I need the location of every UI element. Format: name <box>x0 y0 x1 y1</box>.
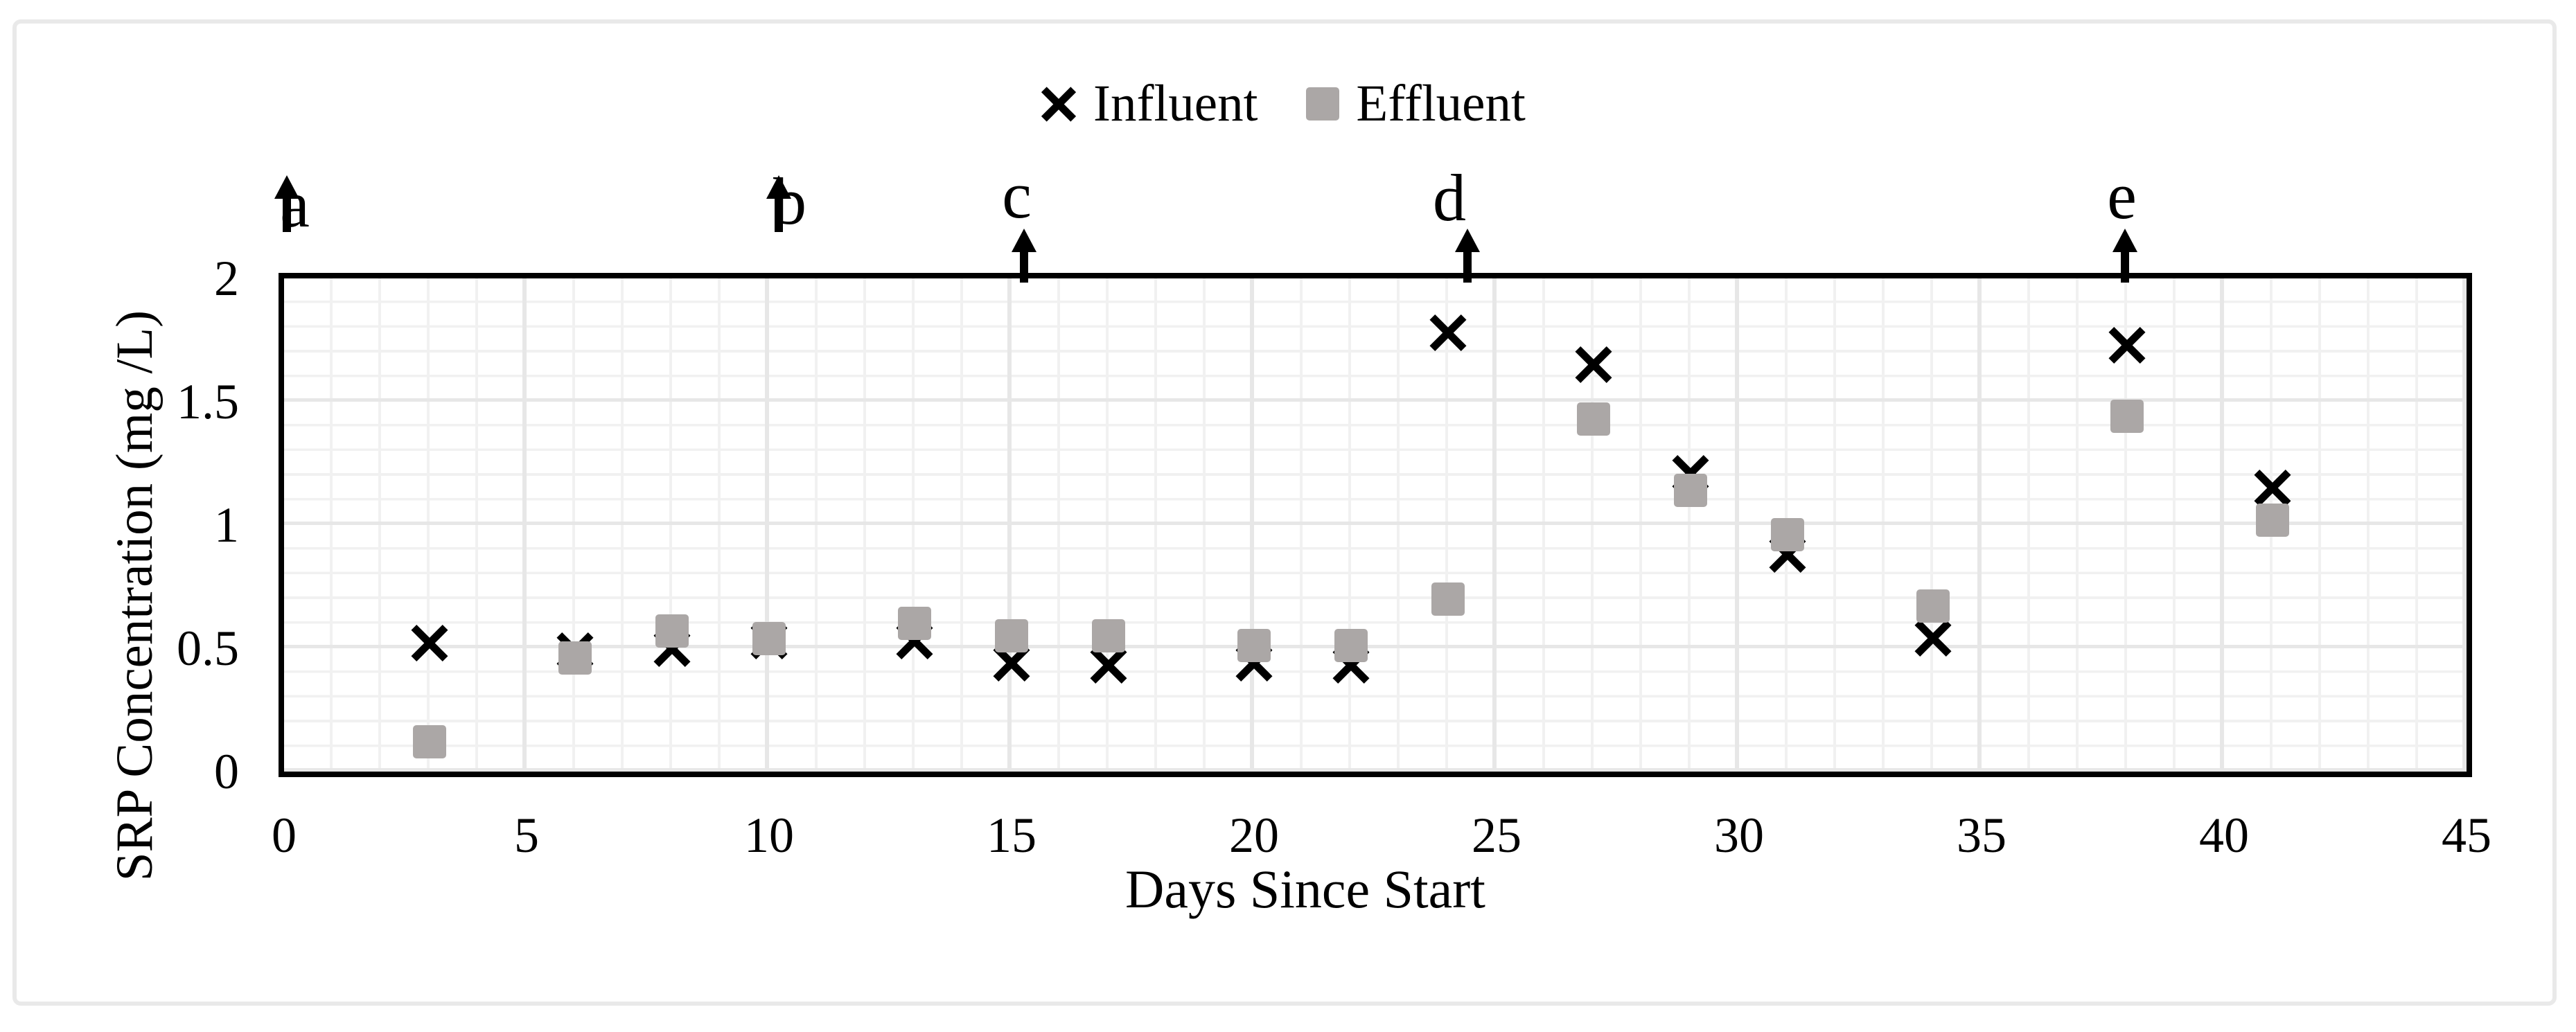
arrow-shaft <box>1463 252 1472 283</box>
annotation-arrow-b <box>766 175 791 232</box>
arrow-up-icon <box>766 175 791 199</box>
arrow-up-icon <box>1011 229 1036 252</box>
annotation-letter-e: e <box>2107 159 2137 233</box>
annotation-letter-a: a <box>280 167 310 241</box>
arrow-up-icon <box>1455 229 1480 252</box>
influent-point <box>1578 349 1609 381</box>
legend: Influent Effluent <box>1043 78 1526 130</box>
influent-point <box>1917 623 1949 655</box>
influent-point <box>1432 317 1464 348</box>
legend-x-cross-marker-icon <box>1043 89 1074 119</box>
x-tick-label: 35 <box>1957 808 2006 863</box>
influent-point <box>2111 329 2143 361</box>
annotation-arrow-a <box>274 175 299 232</box>
x-tick-label: 45 <box>2442 808 2491 863</box>
arrow-shaft <box>282 199 291 232</box>
plot-area-gridlines <box>284 278 2467 772</box>
y-tick-label: 1 <box>214 497 239 553</box>
annotation-letter-c: c <box>1002 158 1032 232</box>
x-tick-label: 15 <box>987 808 1036 863</box>
annotation-arrow-c <box>1011 229 1036 283</box>
annotation-arrow-d <box>1455 229 1480 283</box>
influent-point <box>2257 472 2288 504</box>
x-axis-title: Days Since Start <box>1125 859 1485 919</box>
effluent-point <box>1577 402 1610 436</box>
annotation-letter-b: b <box>773 164 806 238</box>
arrow-shaft <box>2120 252 2129 283</box>
y-tick-label: 1.5 <box>177 374 239 429</box>
y-tick-label: 2 <box>214 251 239 306</box>
effluent-point <box>1334 629 1368 663</box>
effluent-point <box>558 641 592 675</box>
effluent-point <box>1916 589 1950 623</box>
effluent-point <box>1431 582 1465 616</box>
y-tick-label: 0.5 <box>177 621 239 676</box>
effluent-point <box>655 614 689 648</box>
effluent-point <box>413 725 446 759</box>
annotation-letter-d: d <box>1433 161 1466 235</box>
effluent-point <box>752 621 786 655</box>
legend-square-marker-icon <box>1306 87 1340 121</box>
x-tick-label: 30 <box>1714 808 1764 863</box>
influent-point <box>414 628 445 659</box>
x-tick-label: 0 <box>272 808 297 863</box>
effluent-point <box>995 619 1028 653</box>
effluent-point <box>898 607 931 641</box>
effluent-point <box>1092 619 1125 653</box>
effluent-point <box>2256 503 2289 537</box>
arrow-shaft <box>775 199 783 232</box>
plot-area-border <box>279 273 2472 777</box>
effluent-point <box>1237 629 1271 663</box>
arrow-up-icon <box>274 175 299 199</box>
effluent-point <box>1771 518 1804 552</box>
x-tick-label: 25 <box>1472 808 1521 863</box>
x-tick-label: 10 <box>744 808 794 863</box>
arrow-up-icon <box>2112 229 2137 252</box>
legend-label-influent: Influent <box>1093 75 1258 132</box>
x-tick-label: 40 <box>2199 808 2249 863</box>
effluent-point <box>2110 400 2144 434</box>
legend-label-effluent: Effluent <box>1356 75 1526 132</box>
figure-frame <box>12 19 2557 1006</box>
influent-point <box>1093 650 1124 682</box>
annotation-arrow-e <box>2112 229 2137 283</box>
x-tick-label: 5 <box>514 808 539 863</box>
x-tick-label: 20 <box>1229 808 1279 863</box>
y-tick-label: 0 <box>214 744 239 799</box>
arrow-shaft <box>1019 252 1028 283</box>
effluent-point <box>1674 474 1707 508</box>
